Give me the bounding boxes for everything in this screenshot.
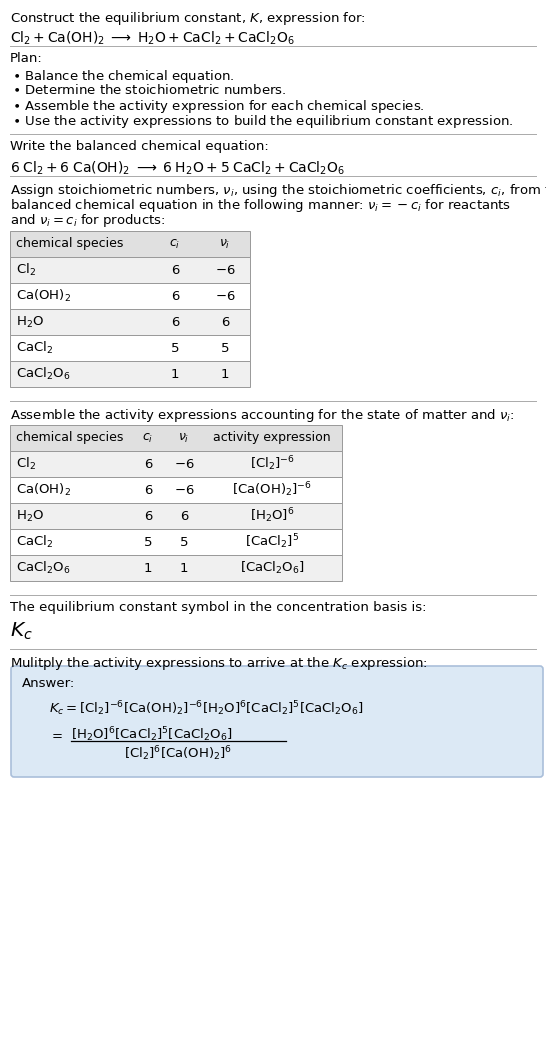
Text: 1: 1 (221, 368, 229, 381)
Text: $\mathrm{Ca(OH)_2}$: $\mathrm{Ca(OH)_2}$ (16, 482, 71, 498)
Text: $[\mathrm{CaCl_2}]^{5}$: $[\mathrm{CaCl_2}]^{5}$ (245, 533, 299, 552)
Text: $\mathrm{6\;Cl_2 + 6\;Ca(OH)_2 \;\longrightarrow\; 6\;H_2O + 5\;CaCl_2 + CaCl_2O: $\mathrm{6\;Cl_2 + 6\;Ca(OH)_2 \;\longri… (10, 160, 345, 178)
Text: 6: 6 (144, 483, 152, 497)
Text: chemical species: chemical species (16, 238, 123, 251)
Text: activity expression: activity expression (213, 431, 331, 445)
Text: 6: 6 (144, 509, 152, 522)
Bar (10, 283, 250, 309)
Text: $\bullet$ Assemble the activity expression for each chemical species.: $\bullet$ Assemble the activity expressi… (12, 98, 425, 115)
Bar (10, 503, 342, 528)
Text: $\nu_i$: $\nu_i$ (179, 431, 189, 445)
Text: Construct the equilibrium constant, $K$, expression for:: Construct the equilibrium constant, $K$,… (10, 10, 366, 27)
Text: $[\mathrm{Cl_2}]^{-6}$: $[\mathrm{Cl_2}]^{-6}$ (250, 455, 294, 474)
Bar (10, 231, 250, 257)
Bar (10, 361, 250, 387)
Text: $[\mathrm{H_2O}]^{6}[\mathrm{CaCl_2}]^{5}[\mathrm{CaCl_2O_6}]$: $[\mathrm{H_2O}]^{6}[\mathrm{CaCl_2}]^{5… (71, 725, 233, 744)
Text: $c_i$: $c_i$ (143, 431, 153, 445)
Text: $\mathrm{Cl_2}$: $\mathrm{Cl_2}$ (16, 262, 36, 278)
Text: Plan:: Plan: (10, 52, 43, 64)
Text: $K_c$: $K_c$ (10, 622, 33, 643)
Text: 6: 6 (221, 315, 229, 329)
Text: $=$: $=$ (49, 728, 63, 742)
Text: $\mathrm{CaCl_2}$: $\mathrm{CaCl_2}$ (16, 534, 54, 550)
Text: 5: 5 (144, 536, 152, 549)
Text: 6: 6 (144, 458, 152, 470)
Text: balanced chemical equation in the following manner: $\nu_i = -c_i$ for reactants: balanced chemical equation in the follow… (10, 197, 511, 214)
Text: 1: 1 (180, 561, 188, 575)
Text: $-6$: $-6$ (174, 483, 194, 497)
Text: $-6$: $-6$ (215, 263, 235, 277)
Bar (10, 451, 342, 477)
Bar (10, 309, 250, 335)
Text: $\bullet$ Balance the chemical equation.: $\bullet$ Balance the chemical equation. (12, 68, 234, 85)
Text: $\mathrm{CaCl_2O_6}$: $\mathrm{CaCl_2O_6}$ (16, 366, 70, 382)
Text: $[\mathrm{Ca(OH)_2}]^{-6}$: $[\mathrm{Ca(OH)_2}]^{-6}$ (232, 481, 312, 499)
Text: $\mathrm{Cl_2 + Ca(OH)_2 \;\longrightarrow\; H_2O + CaCl_2 + CaCl_2O_6}$: $\mathrm{Cl_2 + Ca(OH)_2 \;\longrightarr… (10, 30, 295, 48)
Text: 6: 6 (171, 263, 179, 277)
Text: 5: 5 (180, 536, 188, 549)
Text: $-6$: $-6$ (174, 458, 194, 470)
Text: 5: 5 (171, 341, 179, 354)
Text: $\nu_i$: $\nu_i$ (219, 238, 231, 251)
Text: $\mathrm{H_2O}$: $\mathrm{H_2O}$ (16, 508, 44, 523)
Text: and $\nu_i = c_i$ for products:: and $\nu_i = c_i$ for products: (10, 212, 165, 229)
Text: 6: 6 (171, 290, 179, 302)
Text: 6: 6 (180, 509, 188, 522)
Bar (10, 477, 342, 503)
Text: $\mathrm{CaCl_2O_6}$: $\mathrm{CaCl_2O_6}$ (16, 560, 70, 576)
Text: The equilibrium constant symbol in the concentration basis is:: The equilibrium constant symbol in the c… (10, 601, 426, 614)
FancyBboxPatch shape (11, 666, 543, 777)
Text: $\mathrm{H_2O}$: $\mathrm{H_2O}$ (16, 314, 44, 330)
Text: Assemble the activity expressions accounting for the state of matter and $\nu_i$: Assemble the activity expressions accoun… (10, 407, 515, 424)
Bar (10, 257, 250, 283)
Text: Write the balanced chemical equation:: Write the balanced chemical equation: (10, 140, 269, 153)
Text: $\bullet$ Determine the stoichiometric numbers.: $\bullet$ Determine the stoichiometric n… (12, 84, 287, 97)
Text: chemical species: chemical species (16, 431, 123, 445)
Text: 1: 1 (144, 561, 152, 575)
Text: 1: 1 (171, 368, 179, 381)
Text: $[\mathrm{Cl_2}]^{6}[\mathrm{Ca(OH)_2}]^{6}$: $[\mathrm{Cl_2}]^{6}[\mathrm{Ca(OH)_2}]^… (124, 744, 233, 763)
Text: 5: 5 (221, 341, 229, 354)
Text: $\mathrm{Cl_2}$: $\mathrm{Cl_2}$ (16, 456, 36, 472)
Text: $\bullet$ Use the activity expressions to build the equilibrium constant express: $\bullet$ Use the activity expressions t… (12, 113, 513, 130)
Text: $c_i$: $c_i$ (169, 238, 181, 251)
Text: 6: 6 (171, 315, 179, 329)
Text: $\mathrm{CaCl_2}$: $\mathrm{CaCl_2}$ (16, 340, 54, 356)
Bar (10, 335, 250, 361)
Text: $[\mathrm{H_2O}]^{6}$: $[\mathrm{H_2O}]^{6}$ (250, 506, 294, 525)
Bar (10, 425, 342, 451)
Text: $[\mathrm{CaCl_2O_6}]$: $[\mathrm{CaCl_2O_6}]$ (240, 560, 304, 576)
Text: $\mathrm{Ca(OH)_2}$: $\mathrm{Ca(OH)_2}$ (16, 288, 71, 304)
Text: Assign stoichiometric numbers, $\nu_i$, using the stoichiometric coefficients, $: Assign stoichiometric numbers, $\nu_i$, … (10, 182, 546, 199)
Bar (10, 555, 342, 581)
Text: $-6$: $-6$ (215, 290, 235, 302)
Text: Answer:: Answer: (22, 676, 75, 690)
Bar (10, 528, 342, 555)
Text: $K_c = [\mathrm{Cl_2}]^{-6}[\mathrm{Ca(OH)_2}]^{-6}[\mathrm{H_2O}]^{6}[\mathrm{C: $K_c = [\mathrm{Cl_2}]^{-6}[\mathrm{Ca(O… (49, 699, 364, 718)
Text: Mulitply the activity expressions to arrive at the $K_c$ expression:: Mulitply the activity expressions to arr… (10, 655, 428, 672)
